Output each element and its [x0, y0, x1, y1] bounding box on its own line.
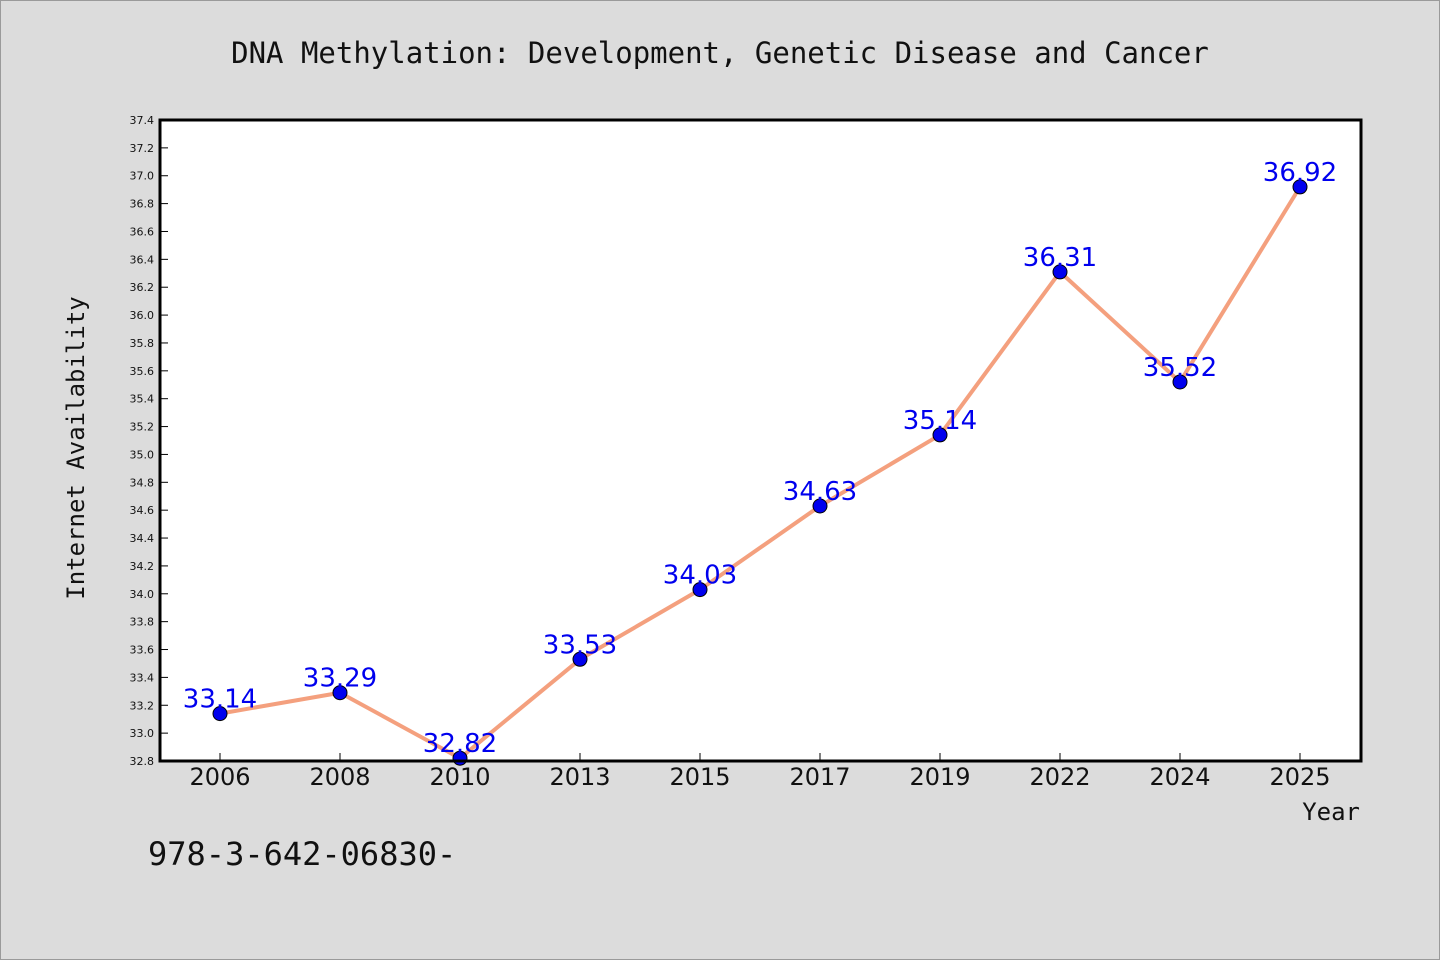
data-label: 32.82	[423, 729, 497, 759]
series-line	[218, 184, 1302, 761]
y-tick-label: 33.0	[130, 727, 155, 740]
y-tick-label: 35.8	[130, 337, 155, 350]
data-label: 36.31	[1023, 243, 1097, 273]
x-tick-label: 2010	[429, 763, 490, 791]
y-tick-label: 34.6	[130, 504, 155, 517]
y-tick-label: 33.2	[130, 699, 155, 712]
y-tick-label: 34.4	[130, 532, 155, 545]
data-point	[812, 498, 828, 514]
x-tick-label: 2006	[189, 763, 250, 791]
data-point	[1052, 264, 1068, 280]
data-point	[212, 706, 228, 722]
y-tick-label: 36.8	[130, 198, 155, 211]
y-tick-label: 37.2	[130, 142, 155, 155]
y-tick-label: 34.2	[130, 560, 155, 573]
x-tick-label: 2013	[549, 763, 610, 791]
axis-ticks: 32.8 33.0 33.2 33.4 33.6 33.8 34.0 34.2 34.4 34.6…	[130, 114, 1331, 791]
x-tick-label: 2017	[789, 763, 850, 791]
y-tick-label: 33.8	[130, 616, 155, 629]
y-tick-label: 36.2	[130, 281, 155, 294]
y-tick-label: 33.4	[130, 671, 155, 684]
data-point	[1172, 374, 1188, 390]
data-label: 34.63	[783, 477, 857, 507]
x-tick-label: 2015	[669, 763, 730, 791]
plot-frame	[158, 118, 1363, 763]
data-point	[692, 582, 708, 598]
series-layer: 33.14 33.29 32.82 33.53 34.03 34.63 35.14 36.31…	[183, 158, 1337, 766]
data-label: 34.03	[663, 561, 737, 591]
x-tick-label: 2019	[909, 763, 970, 791]
y-tick-label: 34.8	[130, 476, 155, 489]
data-point	[932, 427, 948, 443]
x-tick-label: 2024	[1149, 763, 1210, 791]
x-tick-label: 2025	[1269, 763, 1330, 791]
y-tick-label: 35.0	[130, 448, 155, 461]
y-tick-label: 35.4	[130, 393, 155, 406]
y-axis-label: Internet Availability	[62, 296, 90, 599]
y-tick-label: 36.6	[130, 225, 155, 238]
data-point	[332, 685, 348, 701]
x-axis-label: Year	[1302, 798, 1360, 826]
y-tick-label: 33.6	[130, 644, 155, 657]
data-point	[572, 651, 588, 667]
y-tick-label: 36.0	[130, 309, 155, 322]
y-tick-label: 37.0	[130, 170, 155, 183]
y-tick-label: 35.6	[130, 365, 155, 378]
data-label: 36.92	[1263, 158, 1337, 188]
y-tick-label: 32.8	[130, 755, 155, 768]
plot-area	[160, 120, 1361, 761]
data-label: 35.52	[1143, 353, 1217, 383]
data-label: 33.14	[183, 685, 257, 715]
data-label: 33.29	[303, 664, 377, 694]
y-tick-label: 37.4	[130, 114, 155, 127]
y-tick-label: 36.4	[130, 253, 155, 266]
y-tick-label: 35.2	[130, 421, 155, 434]
data-label: 35.14	[903, 406, 977, 436]
data-label: 33.53	[543, 630, 617, 660]
footer-text: 978-3-642-06830-	[148, 835, 456, 873]
y-tick-label: 34.0	[130, 588, 155, 601]
chart-title: DNA Methylation: Development, Genetic Di…	[231, 36, 1209, 70]
data-point	[1292, 179, 1308, 195]
x-tick-label: 2022	[1029, 763, 1090, 791]
x-tick-label: 2008	[309, 763, 370, 791]
